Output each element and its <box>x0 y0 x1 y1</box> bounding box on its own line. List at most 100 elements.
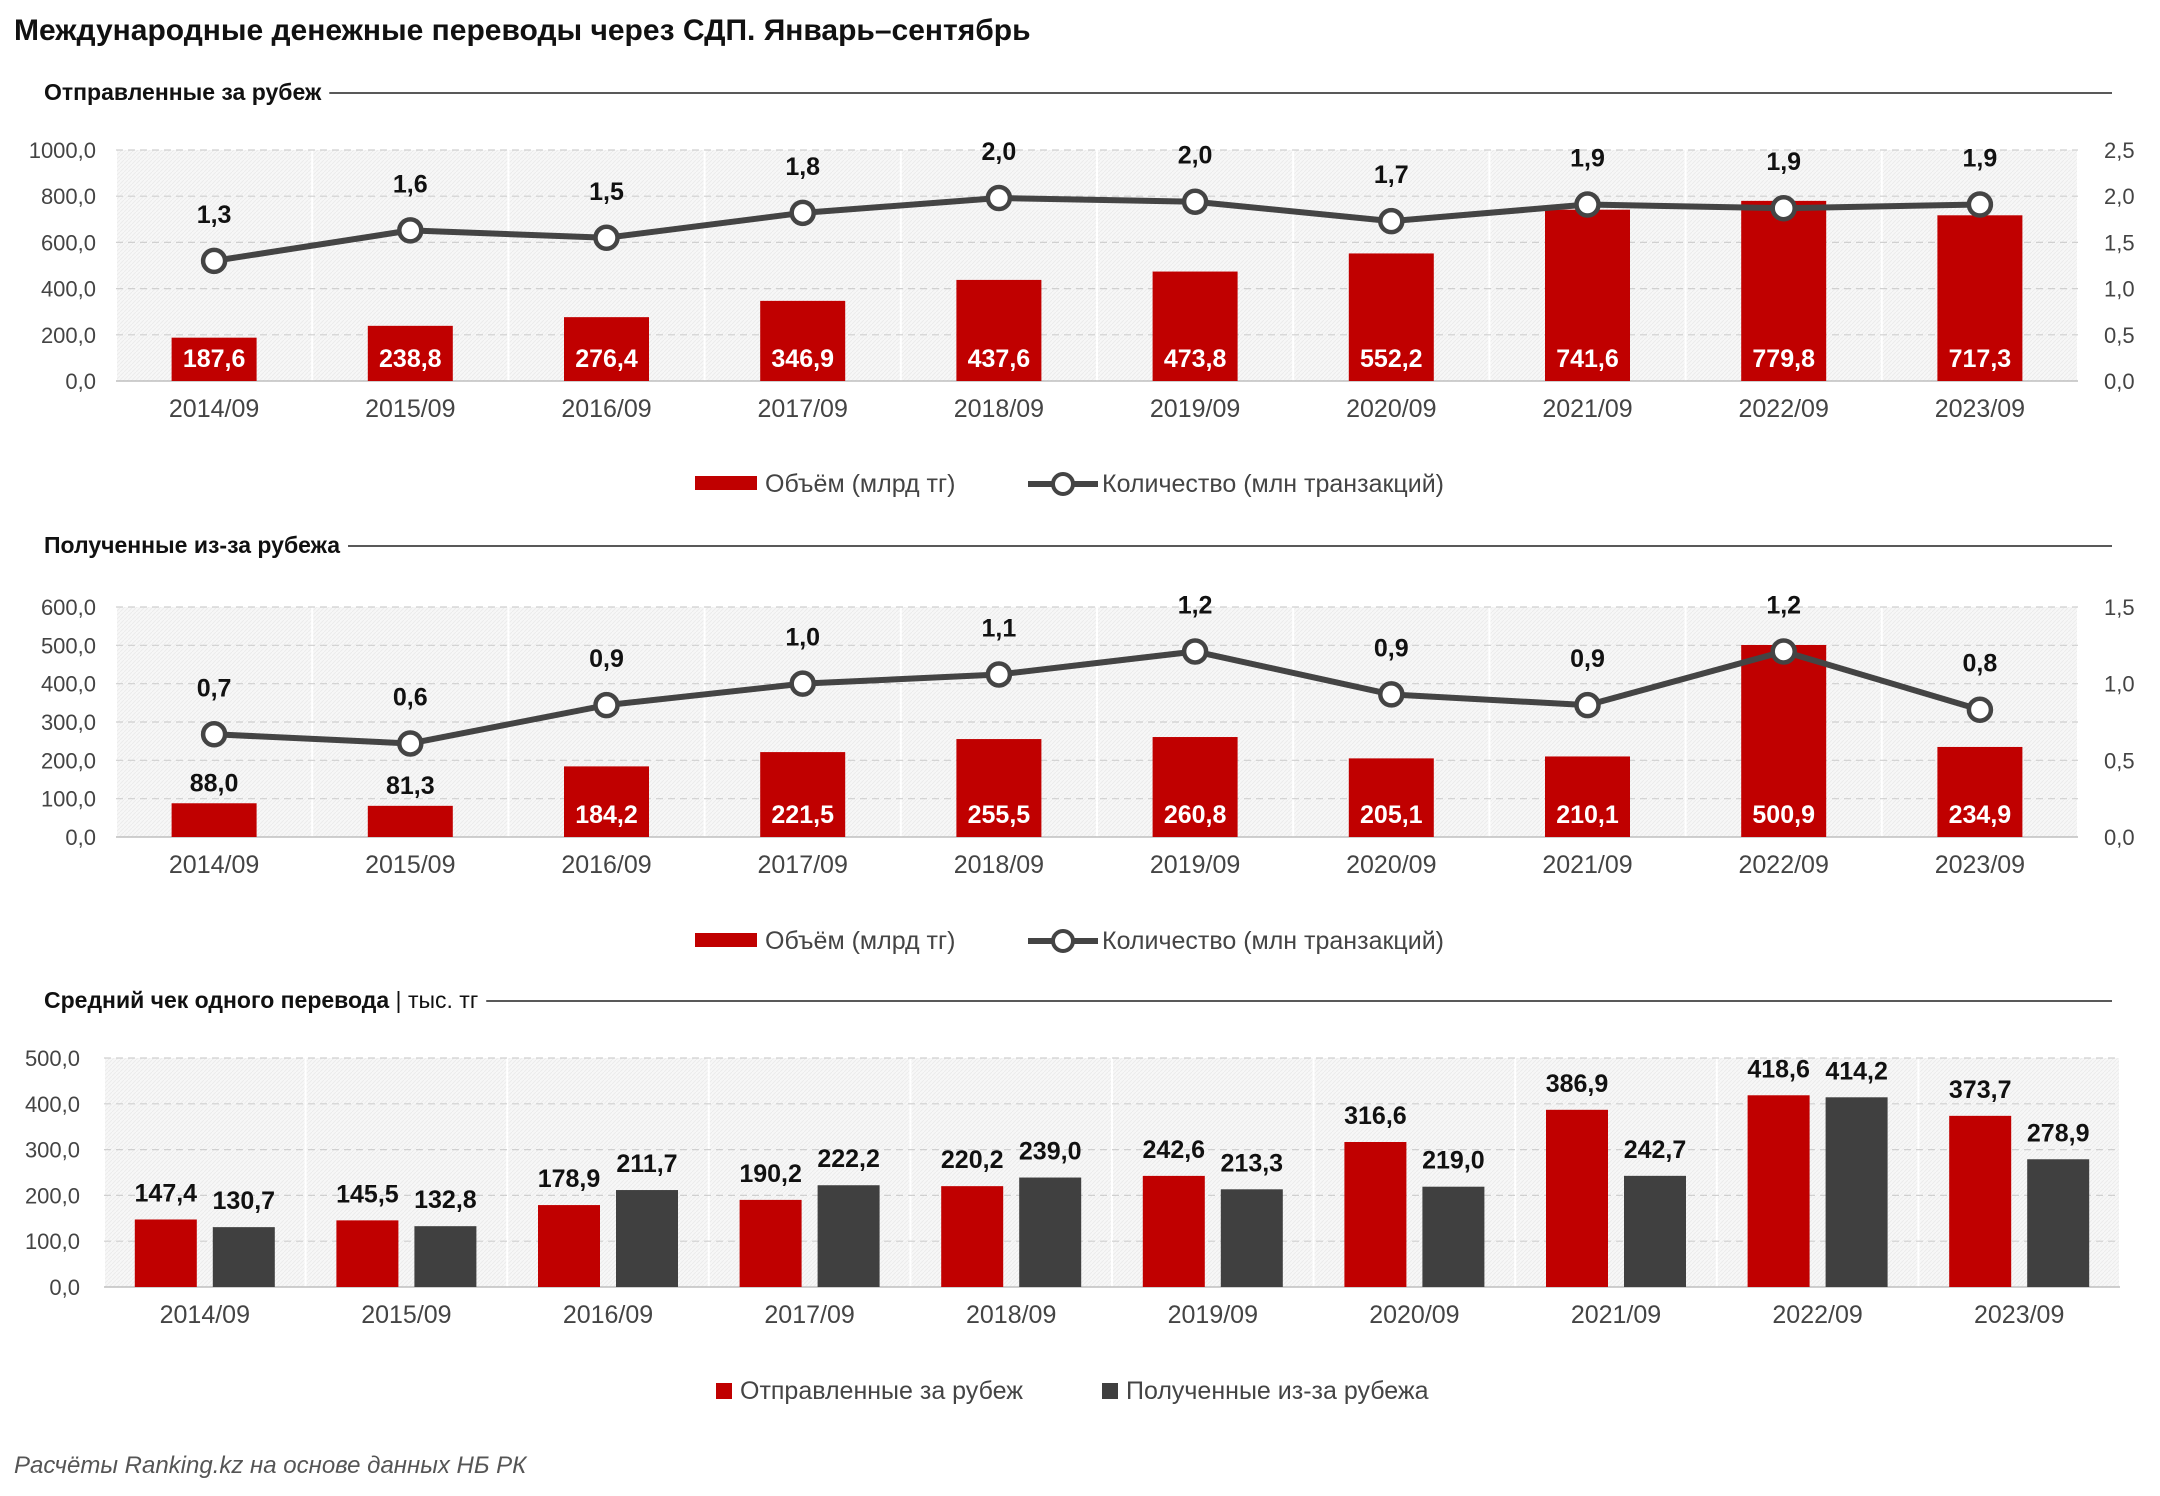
bar-sent <box>1142 1175 1205 1287</box>
bar-volume <box>1937 215 2023 381</box>
bar-value-label: 414,2 <box>1825 1057 1888 1085</box>
line-value-label: 1,0 <box>785 624 820 652</box>
line-value-label: 1,6 <box>393 170 428 198</box>
line-marker <box>1181 638 1209 665</box>
bar-value-label: 741,6 <box>1556 345 1619 373</box>
y2-tick-label: 1,0 <box>2104 277 2135 302</box>
x-tick-label: 2023/09 <box>1935 851 2025 879</box>
bar-received <box>1220 1189 1283 1287</box>
bar-value-label: 239,0 <box>1019 1138 1082 1166</box>
bar-received <box>1825 1097 1888 1287</box>
y2-tick-label: 0,0 <box>2104 825 2135 850</box>
page-title: Международные денежные переводы через СД… <box>14 14 1031 47</box>
x-tick-label: 2017/09 <box>764 1301 854 1329</box>
bar-received <box>414 1226 477 1287</box>
line-marker <box>200 721 228 748</box>
line-marker <box>593 691 620 719</box>
section-title-text: Средний чек одного перевода <box>44 987 389 1013</box>
legend-label-sent: Отправленные за рубеж <box>740 1377 1023 1405</box>
y-tick-label: 0,0 <box>49 1275 80 1300</box>
bar-volume <box>1348 253 1434 381</box>
bar-value-label: 222,2 <box>817 1145 880 1173</box>
line-marker <box>1966 696 1994 723</box>
x-tick-label: 2017/09 <box>758 851 848 879</box>
legend-swatch-volume <box>695 933 757 947</box>
bar-volume <box>171 337 257 381</box>
bar-value-label: 373,7 <box>1949 1076 2012 1104</box>
line-value-label: 2,0 <box>1178 142 1213 170</box>
line-series-count <box>213 195 1980 264</box>
bar-value-label: 184,2 <box>575 801 638 829</box>
legend-label-received: Полученные из-за рубежа <box>1126 1377 1429 1405</box>
line-value-label: 2,0 <box>982 138 1017 166</box>
received-from-abroad-chart: Полученные из-за рубежа 0,0 100,0 200,0 300,… <box>41 532 2135 955</box>
average-transfer-chart: Средний чек одного перевода | тыс. тг 0,0… <box>25 987 2121 1405</box>
bar-value-label: 220,2 <box>941 1146 1004 1174</box>
bar-sent <box>1546 1109 1608 1287</box>
line-marker <box>200 247 228 275</box>
bar-volume <box>1741 200 1827 381</box>
bar-value-label: 88,0 <box>190 769 239 797</box>
bar-value-label: 178,9 <box>538 1165 601 1193</box>
y-tick-label: 1000,0 <box>29 138 96 163</box>
bar-sent <box>941 1186 1004 1287</box>
x-tick-label: 2023/09 <box>1974 1301 2064 1329</box>
bar-value-label: 213,3 <box>1221 1149 1284 1177</box>
bar-volume <box>564 317 649 381</box>
line-value-label: 0,9 <box>1570 645 1605 673</box>
y-tick-label: 300,0 <box>41 710 96 735</box>
line-value-label: 1,7 <box>1374 161 1409 189</box>
bar-volume <box>760 300 846 381</box>
bar-value-label: 418,6 <box>1747 1055 1810 1083</box>
y-tick-label: 200,0 <box>41 748 96 773</box>
line-value-label: 0,8 <box>1963 650 1998 678</box>
bar-received <box>2027 1159 2090 1287</box>
legend-swatch-sent <box>716 1383 732 1399</box>
bar-received <box>817 1185 880 1287</box>
y-tick-label: 400,0 <box>41 672 96 697</box>
legend-marker-count <box>1051 929 1075 953</box>
x-tick-label: 2018/09 <box>966 1301 1056 1329</box>
y2-tick-label: 1,0 <box>2104 672 2135 697</box>
line-value-label: 1,9 <box>1963 145 1998 173</box>
y-tick-label: 500,0 <box>25 1046 80 1071</box>
bar-volume <box>1741 644 1827 837</box>
bar-sent <box>538 1205 600 1287</box>
section-title-text: Отправленные за рубеж <box>44 79 322 105</box>
x-tick-label: 2021/09 <box>1542 395 1632 423</box>
bar-volume <box>760 752 846 837</box>
x-tick-label: 2023/09 <box>1935 395 2025 423</box>
legend-label-volume: Объём (млрд тг) <box>765 927 955 955</box>
bar-sent <box>1344 1141 1407 1287</box>
x-tick-label: 2020/09 <box>1346 851 1436 879</box>
bar-value-label: 260,8 <box>1164 801 1227 829</box>
bar-value-label: 132,8 <box>414 1186 477 1214</box>
line-value-label: 1,9 <box>1570 145 1605 173</box>
line-marker <box>789 199 816 227</box>
y2-tick-label: 2,5 <box>2104 138 2135 163</box>
bar-volume <box>1348 758 1434 837</box>
section-title-separator: | <box>389 987 408 1013</box>
x-tick-label: 2016/09 <box>561 395 651 423</box>
y-tick-label: 0,0 <box>65 369 96 394</box>
x-tick-label: 2015/09 <box>365 851 455 879</box>
bar-value-label: 346,9 <box>771 345 834 373</box>
bar-volume <box>367 805 453 837</box>
bar-sent <box>1949 1115 2012 1287</box>
line-marker <box>1378 681 1405 708</box>
y2-tick-label: 1,5 <box>2104 595 2135 620</box>
bar-value-label: 437,6 <box>968 345 1031 373</box>
bar-volume <box>1545 209 1630 381</box>
line-value-label: 0,6 <box>393 683 428 711</box>
bar-volume <box>367 325 453 381</box>
bar-value-label: 219,0 <box>1422 1147 1485 1175</box>
source-note: Расчёты Ranking.kz на основе данных НБ Р… <box>14 1452 527 1479</box>
bar-value-label: 205,1 <box>1360 801 1423 829</box>
bar-value-label: 500,9 <box>1752 801 1815 829</box>
x-tick-label: 2014/09 <box>169 395 259 423</box>
section-title-text: Полученные из-за рубежа <box>44 532 340 558</box>
bar-value-label: 316,6 <box>1344 1102 1407 1130</box>
x-tick-label: 2016/09 <box>563 1301 653 1329</box>
x-tick-label: 2019/09 <box>1168 1301 1258 1329</box>
legend-marker-count <box>1051 472 1075 496</box>
